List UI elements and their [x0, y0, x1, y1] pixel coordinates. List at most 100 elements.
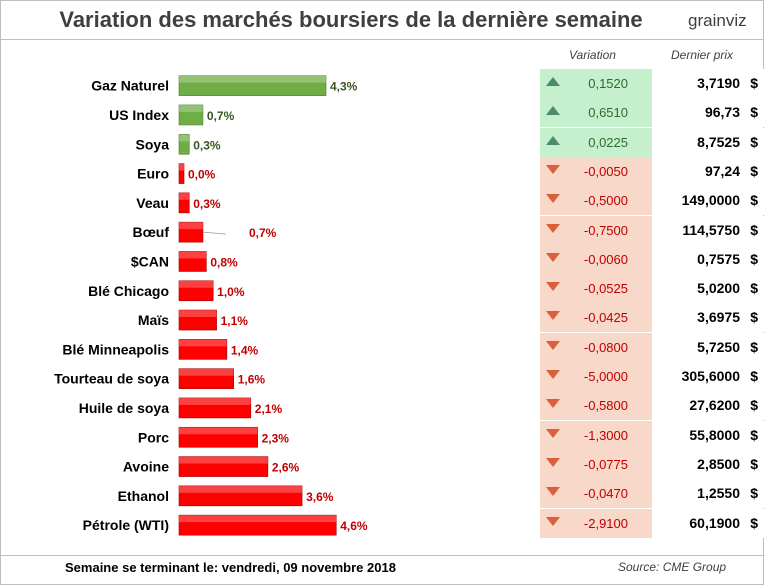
data-label: 1,4%	[231, 343, 259, 357]
bar-highlight	[179, 427, 258, 435]
table-row: -0,0775 2,8500 $	[540, 449, 764, 479]
variation-value: 0,6510	[588, 105, 628, 121]
bar	[178, 133, 190, 155]
price-value: 8,7525	[697, 133, 740, 150]
bar-highlight	[179, 310, 217, 318]
price-cell: 3,6975 $	[652, 303, 764, 333]
table-row: 0,0225 8,7525 $	[540, 127, 764, 157]
variation-value: -0,0525	[583, 281, 628, 297]
variation-value: -0,0060	[583, 251, 628, 267]
bar	[178, 456, 269, 477]
currency-symbol: $	[750, 426, 758, 443]
down-arrow-icon	[546, 487, 560, 497]
variation-cell: 0,6510	[540, 98, 652, 128]
data-label: 1,0%	[217, 285, 245, 299]
price-cell: 149,0000 $	[652, 186, 764, 216]
price-cell: 5,0200 $	[652, 274, 764, 304]
data-label: 1,1%	[221, 314, 249, 328]
bar-highlight	[179, 397, 251, 405]
data-label: 4,6%	[340, 519, 368, 533]
down-arrow-icon	[546, 311, 560, 321]
table-row: 0,1520 3,7190 $	[540, 69, 764, 98]
variation-value: 0,0225	[588, 134, 628, 150]
variation-value: -0,0425	[583, 310, 628, 326]
bar-highlight	[179, 251, 207, 259]
bar	[178, 397, 252, 419]
bar	[178, 280, 214, 302]
category-label: Tourteau de soya	[54, 371, 169, 387]
category-label: Ethanol	[118, 488, 169, 504]
variation-column-header: Variation	[569, 48, 616, 62]
currency-symbol: $	[750, 133, 758, 150]
variation-value: -0,5800	[583, 398, 628, 414]
price-value: 60,1900	[689, 514, 740, 531]
bar-highlight	[179, 134, 190, 142]
bar	[178, 426, 258, 448]
table-row: -5,0000 305,6000 $	[540, 362, 764, 391]
up-arrow-icon	[546, 77, 560, 86]
price-cell: 97,24 $	[652, 156, 764, 186]
down-arrow-icon	[546, 340, 560, 350]
table-row: -1,3000 55,8000 $	[540, 420, 764, 450]
data-label: 1,6%	[238, 373, 266, 387]
down-arrow-icon	[546, 194, 560, 204]
currency-symbol: $	[750, 397, 758, 414]
data-label: 2,3%	[262, 431, 290, 445]
data-label: 2,6%	[272, 461, 300, 475]
bar	[178, 251, 207, 272]
category-label: Bœuf	[132, 224, 169, 240]
price-value: 27,6200	[689, 397, 740, 414]
variation-value: -0,5000	[583, 193, 628, 209]
price-value: 1,2550	[697, 485, 740, 502]
price-cell: 55,8000 $	[652, 420, 764, 450]
price-column-header: Dernier prix	[671, 48, 734, 62]
price-value: 3,6975	[697, 309, 740, 326]
logo-text-b: viz	[725, 11, 747, 30]
bar-highlight	[179, 280, 214, 288]
price-value: 149,0000	[681, 192, 740, 209]
down-arrow-icon	[546, 428, 560, 438]
variation-cell: -0,0050	[540, 156, 652, 186]
category-label: Blé Minneapolis	[62, 341, 169, 357]
category-label: Avoine	[123, 459, 169, 475]
down-arrow-icon	[546, 516, 560, 526]
chart-title: Variation des marchés boursiers de la de…	[59, 7, 643, 32]
variation-cell: -0,7500	[540, 215, 652, 245]
variation-value: -0,0050	[583, 163, 628, 179]
category-label: Soya	[136, 136, 170, 152]
price-value: 2,8500	[697, 455, 740, 472]
price-value: 96,73	[704, 104, 740, 121]
currency-symbol: $	[750, 75, 758, 91]
bar-highlight	[179, 339, 227, 347]
variation-cell: -2,9100	[540, 508, 652, 538]
price-value: 305,6000	[681, 368, 740, 384]
category-label: $CAN	[131, 253, 169, 269]
table-row: -2,9100 60,1900 $	[540, 508, 764, 538]
variation-value: -2,9100	[583, 515, 628, 531]
data-label: 0,0%	[188, 168, 216, 182]
source-note: Source: CME Group	[618, 560, 727, 574]
down-arrow-icon	[546, 282, 560, 292]
table-row: 0,6510 96,73 $	[540, 98, 764, 128]
category-label: Veau	[136, 195, 169, 211]
variation-cell: -0,0060	[540, 244, 652, 274]
footer-divider	[1, 555, 763, 556]
table-row: -0,0060 0,7575 $	[540, 244, 764, 274]
currency-symbol: $	[750, 485, 758, 502]
header-divider	[1, 39, 763, 40]
table-row: -0,7500 114,5750 $	[540, 215, 764, 245]
down-arrow-icon	[546, 223, 560, 233]
bar	[178, 75, 327, 96]
currency-symbol: $	[750, 514, 758, 531]
variation-cell: -0,0525	[540, 274, 652, 304]
down-arrow-icon	[546, 252, 560, 262]
price-cell: 5,7250 $	[652, 332, 764, 362]
data-label: 0,8%	[210, 255, 238, 269]
currency-symbol: $	[750, 280, 758, 297]
currency-symbol: $	[750, 250, 758, 267]
category-label: Pétrole (WTI)	[83, 517, 169, 533]
bar	[178, 368, 234, 389]
brand-logo: grainviz	[688, 11, 747, 31]
variation-value: -0,0470	[583, 486, 628, 502]
